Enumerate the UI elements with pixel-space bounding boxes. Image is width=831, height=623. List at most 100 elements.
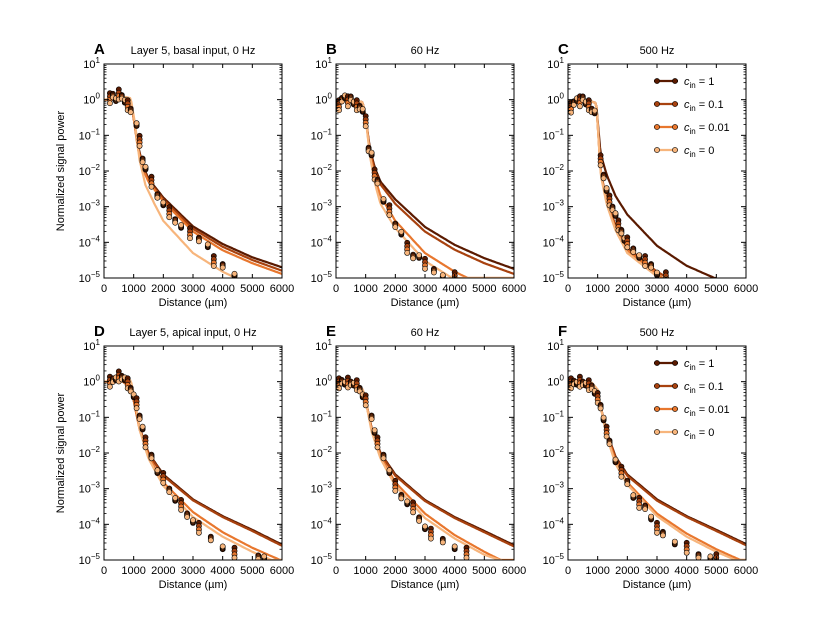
panel-letter: B: [326, 41, 337, 58]
x-tick-label: 0: [333, 565, 339, 577]
series-line-3: [336, 99, 514, 278]
data-point: [166, 489, 173, 495]
panel-letter: F: [558, 323, 567, 340]
x-tick-label: 6000: [270, 283, 294, 295]
x-axis-label: Distance (µm): [391, 297, 460, 309]
panel-A: 0 1000 2000 3000 4000 5000 6000 10−5 10−4 10−3 10−…: [55, 41, 294, 309]
data-point: [618, 230, 625, 237]
data-point: [255, 556, 262, 560]
plot-area: [568, 373, 746, 560]
data-point: [648, 513, 654, 520]
data-point: [127, 109, 134, 116]
y-tick-label: 10−3: [79, 481, 101, 496]
x-tick-label: 4000: [210, 283, 234, 295]
data-point: [427, 535, 434, 542]
x-axis-label: Distance (µm): [623, 579, 692, 591]
data-point: [571, 102, 577, 108]
y-tick-label: 100: [83, 92, 100, 107]
x-tick-label: 5000: [240, 283, 264, 295]
data-point: [603, 433, 610, 440]
data-point: [416, 252, 422, 258]
data-point: [139, 423, 146, 430]
y-tick-label: 10−4: [79, 234, 101, 249]
x-tick-label: 0: [101, 565, 107, 577]
x-tick-label: 1000: [353, 283, 377, 295]
y-tick-label: 10−4: [543, 516, 565, 531]
legend-marker: [672, 147, 678, 153]
panel-title: Layer 5, apical input, 0 Hz: [129, 327, 256, 339]
data-point: [648, 264, 654, 271]
y-tick-label: 101: [547, 56, 564, 71]
data-point: [136, 416, 143, 422]
x-tick-label: 2000: [383, 283, 407, 295]
legend-label: cin = 0.01: [684, 404, 730, 418]
panel-D: 0 1000 2000 3000 4000 5000 6000 10−5 10−4 10−3 10−…: [55, 323, 294, 591]
y-tick-label: 10−2: [543, 163, 565, 178]
plot-area: [568, 93, 717, 278]
y-tick-label: 10−1: [79, 409, 101, 424]
series-line-2: [568, 99, 670, 278]
y-tick-label: 10−5: [311, 270, 333, 285]
x-tick-label: 0: [565, 283, 571, 295]
data-point: [362, 123, 369, 130]
data-point: [577, 103, 583, 110]
x-tick-label: 1000: [121, 283, 145, 295]
legend-label: cin = 0.01: [684, 122, 730, 136]
y-tick-label: 10−2: [311, 163, 333, 178]
legend-marker: [672, 124, 678, 130]
panel-letter: D: [94, 323, 105, 340]
data-point: [154, 467, 161, 474]
data-point: [624, 481, 631, 488]
data-point: [178, 506, 184, 513]
x-tick-label: 2000: [151, 565, 175, 577]
x-tick-label: 2000: [151, 283, 175, 295]
legend-marker: [654, 360, 660, 366]
legend-marker: [672, 383, 678, 389]
data-point: [630, 492, 637, 499]
y-tick-label: 10−1: [543, 409, 565, 424]
legend: cin = 1 cin = 0.1 cin = 0.01 cin = 0: [654, 358, 730, 441]
x-tick-label: 5000: [704, 565, 728, 577]
data-point: [204, 241, 211, 248]
data-point: [597, 405, 604, 412]
legend-marker: [672, 78, 678, 84]
panel-B: 0 1000 2000 3000 4000 5000 6000 10−5 10−4 10−3 10−…: [311, 41, 527, 309]
data-point: [660, 532, 666, 539]
y-tick-label: 10−4: [543, 234, 565, 249]
legend-marker: [672, 406, 678, 412]
data-point: [133, 120, 140, 127]
data-point: [231, 554, 238, 560]
data-point: [380, 455, 387, 462]
data-point: [422, 523, 428, 530]
x-tick-label: 4000: [674, 283, 698, 295]
x-tick-label: 5000: [704, 283, 728, 295]
legend-marker: [672, 360, 678, 366]
data-point: [439, 272, 446, 278]
panel-F: 0 1000 2000 3000 4000 5000 6000 10−5 10−4 10−3 10−…: [543, 323, 759, 591]
data-point: [107, 383, 113, 390]
data-point: [368, 416, 375, 422]
data-point: [410, 255, 416, 262]
data-point: [336, 385, 342, 392]
panel-letter: C: [558, 41, 569, 58]
data-point: [231, 270, 238, 277]
panel-title: 60 Hz: [411, 45, 440, 57]
series-line-3: [104, 379, 282, 560]
y-axis-label: Normalized signal power: [55, 392, 67, 513]
data-point: [612, 456, 619, 463]
data-point: [636, 252, 643, 258]
data-point: [600, 414, 607, 421]
y-tick-label: 10−5: [543, 270, 565, 285]
x-tick-label: 5000: [472, 565, 496, 577]
x-tick-label: 0: [333, 283, 339, 295]
x-tick-label: 3000: [645, 565, 669, 577]
x-tick-label: 1000: [121, 565, 145, 577]
data-point: [184, 514, 190, 520]
plot-area: [104, 86, 282, 278]
axes-frame: [103, 345, 283, 561]
legend-label: cin = 0: [684, 427, 714, 441]
data-point: [410, 509, 416, 516]
y-tick-label: 10−3: [543, 199, 565, 214]
data-point: [624, 244, 631, 251]
legend-marker: [654, 101, 660, 107]
